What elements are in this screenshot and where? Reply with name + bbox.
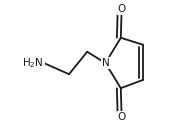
Text: H$_2$N: H$_2$N [22,56,44,70]
Text: O: O [117,4,126,14]
Text: O: O [117,112,126,122]
Text: N: N [101,58,109,68]
